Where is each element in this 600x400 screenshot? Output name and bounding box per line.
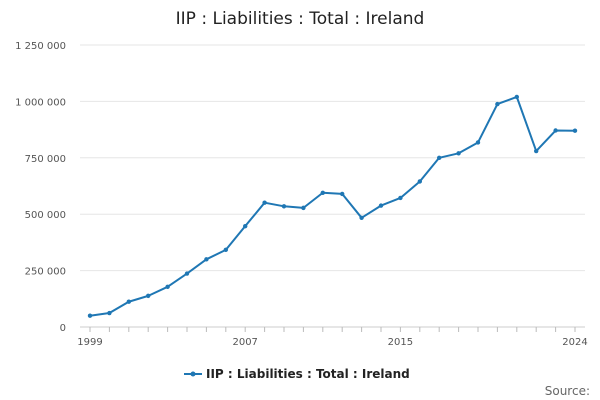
data-point[interactable] <box>417 179 422 184</box>
data-point[interactable] <box>301 205 306 211</box>
legend-marker-icon <box>190 371 196 377</box>
data-point[interactable] <box>87 313 93 318</box>
data-point[interactable] <box>281 204 287 209</box>
legend-label: IIP : Liabilities : Total : Ireland <box>206 367 410 381</box>
data-point[interactable] <box>165 284 170 290</box>
y-tick-label: 250 000 <box>25 267 66 278</box>
axes: 0 250 000 500 000 750 000 1 000 000 1 250 000… <box>15 41 588 348</box>
chart-title: IIP : Liabilities : Total : Ireland <box>176 9 425 29</box>
data-point[interactable] <box>262 200 267 205</box>
data-point[interactable] <box>243 223 248 229</box>
series-line <box>89 95 576 317</box>
x-tick-label: 2015 <box>388 337 413 348</box>
data-point[interactable] <box>146 293 151 299</box>
data-point[interactable] <box>107 310 112 316</box>
data-point[interactable] <box>359 215 364 221</box>
data-point[interactable] <box>437 155 442 160</box>
data-point[interactable] <box>572 128 578 133</box>
data-point[interactable] <box>456 151 461 156</box>
y-tick-label: 1 250 000 <box>15 41 66 52</box>
x-tick-label: 1999 <box>77 337 102 348</box>
data-point[interactable] <box>475 140 481 145</box>
legend[interactable]: IIP : Liabilities : Total : Ireland <box>184 367 410 381</box>
data-point[interactable] <box>204 257 209 262</box>
data-point[interactable] <box>320 190 325 195</box>
data-point[interactable] <box>553 128 558 133</box>
data-point[interactable] <box>398 195 403 201</box>
data-point[interactable] <box>514 94 519 100</box>
gridlines <box>80 44 585 272</box>
source-label[interactable]: Source: <box>545 384 590 398</box>
y-tick-label: 500 000 <box>25 210 66 221</box>
x-tick-label: 2007 <box>232 337 257 348</box>
data-point[interactable] <box>534 148 539 154</box>
data-point[interactable] <box>378 203 384 208</box>
series-layer <box>87 94 578 318</box>
x-tick-label: 2024 <box>562 337 587 348</box>
y-tick-label: 1 000 000 <box>15 97 66 108</box>
data-point[interactable] <box>184 271 190 276</box>
data-point[interactable] <box>126 299 131 304</box>
data-point[interactable] <box>223 247 228 253</box>
y-tick-label: 750 000 <box>25 154 66 165</box>
y-tick-label: 0 <box>60 323 66 334</box>
data-point[interactable] <box>340 191 345 197</box>
data-point[interactable] <box>495 101 500 107</box>
